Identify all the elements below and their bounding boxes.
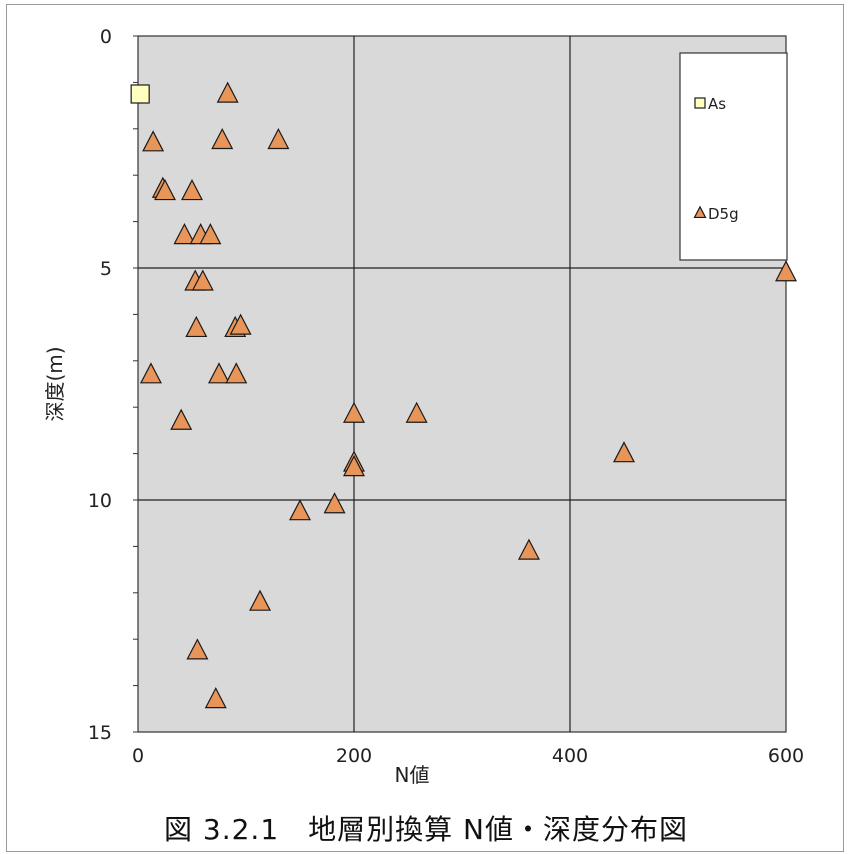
legend-marker-square	[694, 97, 706, 109]
minor-ticks	[133, 35, 138, 733]
data-point-d5g	[289, 499, 311, 521]
y-tick-label: 0	[100, 26, 112, 48]
data-point-d5g	[154, 178, 176, 201]
data-point-d5g	[139, 362, 162, 384]
data-point-d5g	[229, 313, 252, 335]
data-point-d5g	[613, 441, 635, 463]
grid-lines	[138, 36, 786, 732]
data-point-d5g	[249, 589, 272, 611]
data-point-d5g	[181, 178, 203, 201]
x-tick-label: 600	[768, 745, 804, 767]
y-tick-label: 5	[100, 258, 112, 280]
x-tick-label: 400	[552, 745, 588, 767]
y-tick-label: 10	[88, 490, 112, 512]
x-tick-labels: 0 200 400 600	[132, 745, 804, 767]
data-point-d5g	[517, 538, 540, 560]
data-point-d5g	[405, 401, 428, 423]
x-tick-label: 200	[336, 745, 372, 767]
y-axis-label: 深度(m)	[43, 346, 67, 421]
x-axis-label: N値	[395, 763, 430, 787]
data-point-d5g	[323, 492, 346, 514]
legend-box	[679, 52, 788, 261]
y-tick-labels: 0 5 10 15	[88, 26, 112, 744]
data-point-d5g	[173, 223, 196, 245]
legend: As D5g	[679, 52, 788, 261]
x-tick-label: 0	[132, 745, 144, 767]
legend-label: As	[708, 95, 726, 113]
data-points	[130, 81, 797, 709]
data-point-d5g	[191, 269, 214, 291]
data-point-d5g	[267, 127, 290, 150]
plot-area	[137, 35, 787, 733]
figure-caption: 図 3.2.1 地層別換算 N値・深度分布図	[164, 813, 688, 846]
data-point-d5g	[211, 127, 234, 150]
data-point-as	[130, 84, 150, 104]
legend-marker-triangle	[693, 205, 707, 219]
data-point-d5g	[186, 638, 209, 660]
data-point-d5g	[216, 81, 239, 103]
data-point-d5g	[225, 362, 248, 384]
data-point-d5g	[185, 315, 208, 338]
y-tick-label: 15	[88, 722, 112, 744]
data-point-d5g	[775, 260, 797, 282]
data-point-d5g	[208, 362, 230, 384]
scatter-chart: 0 200 400 600 0 5 10 15 N値 深度(m) As D5g	[43, 26, 804, 787]
data-point-d5g	[204, 687, 227, 709]
data-point-d5g	[199, 223, 222, 245]
legend-label: D5g	[708, 205, 739, 223]
data-point-d5g	[343, 401, 365, 423]
chart-frame	[6, 4, 844, 852]
data-point-d5g	[170, 408, 193, 430]
data-point-d5g	[343, 455, 365, 477]
data-point-d5g	[142, 130, 165, 152]
